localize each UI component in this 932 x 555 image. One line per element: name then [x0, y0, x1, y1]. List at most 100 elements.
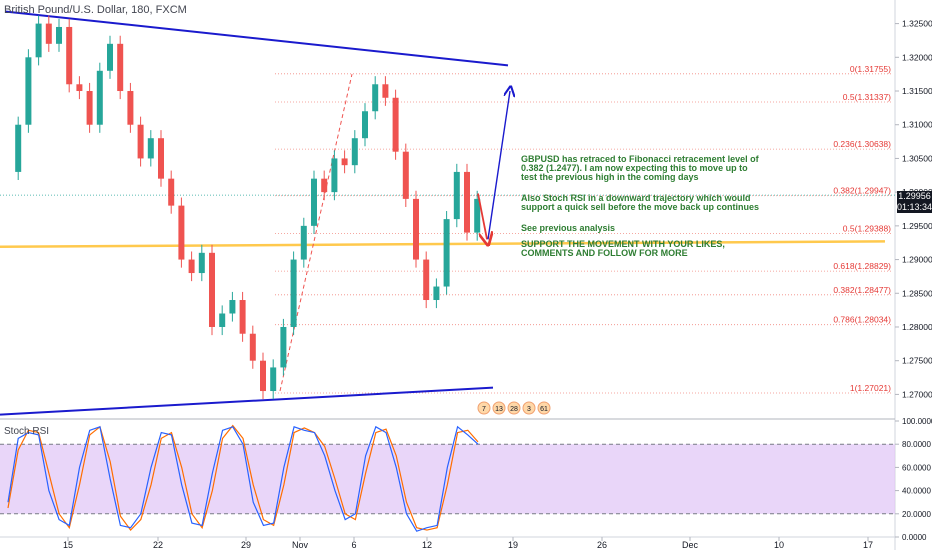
x-tick-label: 29 [241, 540, 251, 550]
stoch-k-line [7, 425, 479, 532]
down-arrow [477, 193, 487, 239]
candle-body [300, 225, 307, 260]
y-tick-label: 1.27500 [902, 356, 932, 366]
candle-body [178, 205, 185, 260]
oscillator-title: Stoch RSI [4, 426, 50, 437]
candle-body [25, 57, 32, 125]
fib-level-label: 0.236(1.30638) [833, 139, 891, 149]
candle-body [96, 70, 103, 125]
candle-body [127, 91, 134, 125]
candle-body [76, 84, 83, 92]
candle-body [372, 84, 379, 112]
osc-tick-label: 80.0000 [902, 440, 931, 449]
candle-body [280, 326, 287, 368]
candle-body [392, 97, 399, 152]
projection-dashed-line [279, 74, 353, 392]
candle-body [341, 158, 348, 166]
fib-level-label: 0.382(1.29947) [833, 186, 891, 196]
idea-badge-label: 13 [495, 406, 503, 413]
x-tick-label: Nov [292, 540, 309, 550]
x-tick-label: 26 [597, 540, 607, 550]
osc-tick-label: 100.0000 [902, 417, 932, 426]
fib-level-label: 0.5(1.31337) [843, 92, 891, 102]
y-tick-label: 1.31000 [902, 120, 932, 130]
candle-body [35, 23, 42, 58]
candle-body [249, 333, 256, 361]
candle-body [15, 124, 22, 172]
idea-badge-label: 28 [510, 406, 518, 413]
x-tick-label: 15 [63, 540, 73, 550]
last-price-tag: 1.29956 01:13:34 [897, 191, 932, 213]
x-tick-label: Dec [682, 540, 699, 550]
candle-body [229, 300, 236, 314]
annotation-retracement: GBPUSD has retraced to Fibonacci retrace… [521, 154, 759, 182]
osc-tick-label: 60.0000 [902, 463, 931, 472]
x-tick-label: 19 [508, 540, 518, 550]
last-price-value: 1.29956 [898, 191, 931, 201]
x-tick-label: 6 [351, 540, 356, 550]
annotation-stoch-rsi: Also Stoch RSI in a downward trajectory … [521, 193, 760, 212]
candle-body [443, 219, 450, 287]
idea-badge [492, 401, 506, 415]
candle-body [219, 313, 226, 327]
osc-tick-label: 40.0000 [902, 487, 931, 496]
idea-badge-label: 7 [482, 406, 486, 413]
lower-trend-line [0, 386, 494, 416]
support-line [0, 240, 886, 249]
y-tick-label: 1.28500 [902, 288, 932, 298]
candle-body [117, 43, 124, 92]
x-tick-label: 22 [153, 540, 163, 550]
candle-body [260, 360, 266, 392]
candle-body [290, 259, 297, 327]
fib-level-label: 0(1.31755) [850, 64, 891, 74]
candle-body [402, 151, 409, 199]
candle-body [188, 259, 195, 274]
upper-trend-line [4, 10, 509, 67]
y-tick-label: 1.28000 [902, 322, 932, 332]
y-tick-label: 1.30500 [902, 153, 932, 163]
candle-body [423, 259, 430, 301]
idea-badge [537, 401, 551, 415]
x-tick-label: 12 [422, 540, 432, 550]
fib-level-label: 0.786(1.28034) [833, 315, 891, 325]
candle-body [382, 84, 389, 98]
candle-body [45, 23, 52, 44]
candle-body [147, 138, 154, 159]
candle-body [209, 252, 215, 327]
osc-tick-label: 20.0000 [902, 510, 931, 519]
candle-body [137, 124, 144, 159]
idea-badge [477, 401, 491, 415]
fib-level-label: 0.382(1.28477) [833, 285, 891, 295]
candle-body [351, 138, 358, 166]
up-arrow [487, 91, 510, 240]
idea-badge-label: 3 [527, 406, 531, 413]
candle-body [413, 198, 419, 260]
candle-body [321, 178, 328, 193]
candle-body [433, 286, 440, 301]
y-tick-label: 1.32500 [902, 19, 932, 29]
candle-body [66, 26, 73, 85]
candle-body [331, 158, 338, 193]
candle-body [362, 111, 368, 139]
last-price-countdown: 01:13:34 [897, 202, 932, 212]
y-tick-label: 1.32000 [902, 52, 932, 62]
candle-body [474, 198, 481, 233]
x-tick-label: 10 [774, 540, 784, 550]
candle-body [464, 171, 470, 233]
candle-body [198, 252, 205, 274]
y-tick-label: 1.29000 [902, 255, 932, 265]
candle-body [311, 178, 317, 226]
annotation-previous-analysis: See previous analysis [521, 223, 616, 233]
idea-badge [522, 401, 536, 415]
y-tick-label: 1.29500 [902, 221, 932, 231]
stoch-d-line [7, 424, 479, 531]
osc-tick-label: 0.0000 [902, 533, 927, 542]
x-tick-label: 17 [863, 540, 873, 550]
annotation-support: SUPPORT THE MOVEMENT WITH YOUR LIKES, CO… [521, 239, 725, 258]
y-tick-label: 1.31500 [902, 86, 932, 96]
fib-level-label: 0.618(1.28829) [833, 261, 891, 271]
candle-body [86, 91, 93, 125]
oscillator-band [0, 444, 895, 514]
